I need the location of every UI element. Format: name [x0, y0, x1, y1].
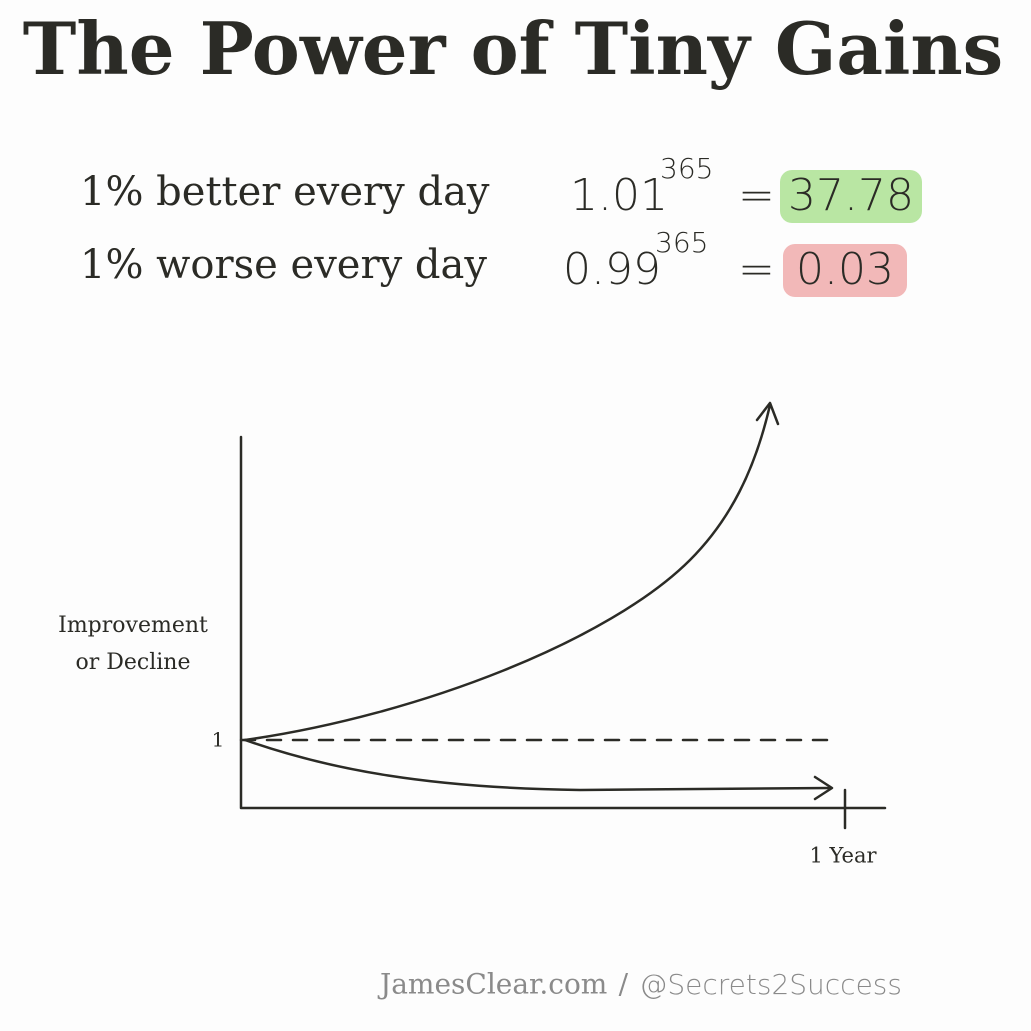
equation-base: 1.01	[570, 170, 668, 221]
footer-handle: @Secrets2Success	[639, 968, 902, 1001]
equation-base: 0.99	[563, 244, 661, 295]
equation-label: 1% worse every day	[80, 242, 487, 288]
equation-result: 37.78	[788, 170, 914, 221]
footer-separator: /	[619, 968, 629, 1001]
y-axis-label: Improvement	[58, 613, 208, 638]
title: The Power of Tiny Gains	[23, 6, 1003, 91]
footer-site: JamesClear.com	[377, 968, 607, 1001]
equation-equals: =	[738, 244, 775, 295]
y-tick-label: 1	[212, 728, 225, 752]
growth-curve	[243, 403, 772, 742]
equation-result: 0.03	[796, 244, 894, 295]
arrowhead	[755, 401, 780, 426]
arrowhead	[813, 775, 834, 801]
decline-curve	[243, 738, 832, 792]
y-axis-label: or Decline	[76, 650, 191, 675]
x-axis-label: 1 Year	[809, 844, 877, 868]
equation-equals: =	[738, 170, 775, 221]
result-highlight	[783, 244, 907, 297]
axes	[239, 435, 887, 810]
equation-exponent: 365	[655, 226, 708, 259]
equation-exponent: 365	[660, 152, 713, 185]
result-highlight	[780, 170, 922, 223]
equation-label: 1% better every day	[80, 169, 490, 215]
